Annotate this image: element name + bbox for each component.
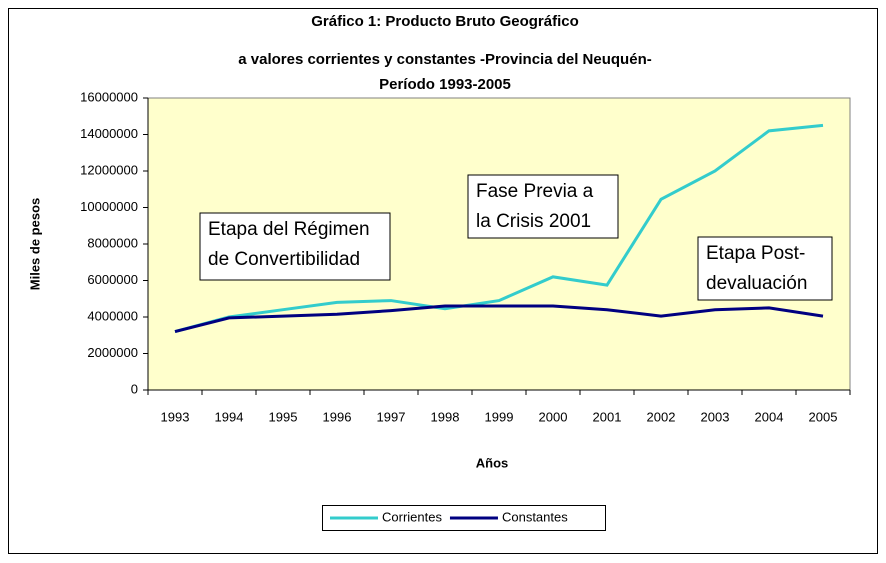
- x-tick-label: 1998: [431, 409, 460, 424]
- annotation-box: [697, 236, 833, 301]
- annotation-text: Etapa Post-: [706, 243, 805, 264]
- x-tick-label: 1994: [215, 409, 244, 424]
- chart-title: Gráfico 1: Producto Bruto Geográfico: [311, 13, 579, 30]
- x-tick-label: 1999: [485, 409, 514, 424]
- x-tick-label: 2003: [701, 409, 730, 424]
- annotation-text: Fase Previa a: [476, 181, 594, 202]
- x-axis-title: Años: [476, 455, 509, 470]
- annotation-box: [199, 212, 391, 281]
- x-tick-label: 1995: [269, 409, 298, 424]
- legend-label: Corrientes: [382, 509, 442, 524]
- y-tick-label: 10000000: [80, 199, 138, 214]
- y-tick-label: 4000000: [87, 308, 138, 323]
- y-tick-label: 6000000: [87, 272, 138, 287]
- annotation-text: Etapa del Régimen: [208, 219, 370, 240]
- annotation-text: devaluación: [706, 273, 807, 294]
- series-line: [174, 304, 824, 334]
- x-tick-label: 1993: [161, 409, 190, 424]
- legend-label: Constantes: [502, 509, 568, 524]
- y-tick-label: 2000000: [87, 345, 138, 360]
- series-line: [174, 123, 824, 334]
- annotation-text: de Convertibilidad: [208, 249, 360, 270]
- y-tick-label: 12000000: [80, 162, 138, 177]
- annotation-box: [467, 174, 619, 239]
- annotation-text: la Crisis 2001: [476, 211, 591, 232]
- y-axis-title: Miles de pesos: [27, 198, 42, 290]
- chart-title: Período 1993-2005: [379, 76, 511, 93]
- x-tick-label: 1996: [323, 409, 352, 424]
- x-tick-label: 2002: [647, 409, 676, 424]
- y-tick-label: 14000000: [80, 126, 138, 141]
- x-tick-label: 2005: [809, 409, 838, 424]
- x-tick-label: 2000: [539, 409, 568, 424]
- chart-title: a valores corrientes y constantes -Provi…: [238, 51, 651, 68]
- x-tick-label: 1997: [377, 409, 406, 424]
- y-tick-label: 8000000: [87, 235, 138, 250]
- x-tick-label: 2001: [593, 409, 622, 424]
- y-tick-label: 0: [131, 381, 138, 396]
- x-tick-label: 2004: [755, 409, 784, 424]
- y-tick-label: 16000000: [80, 89, 138, 104]
